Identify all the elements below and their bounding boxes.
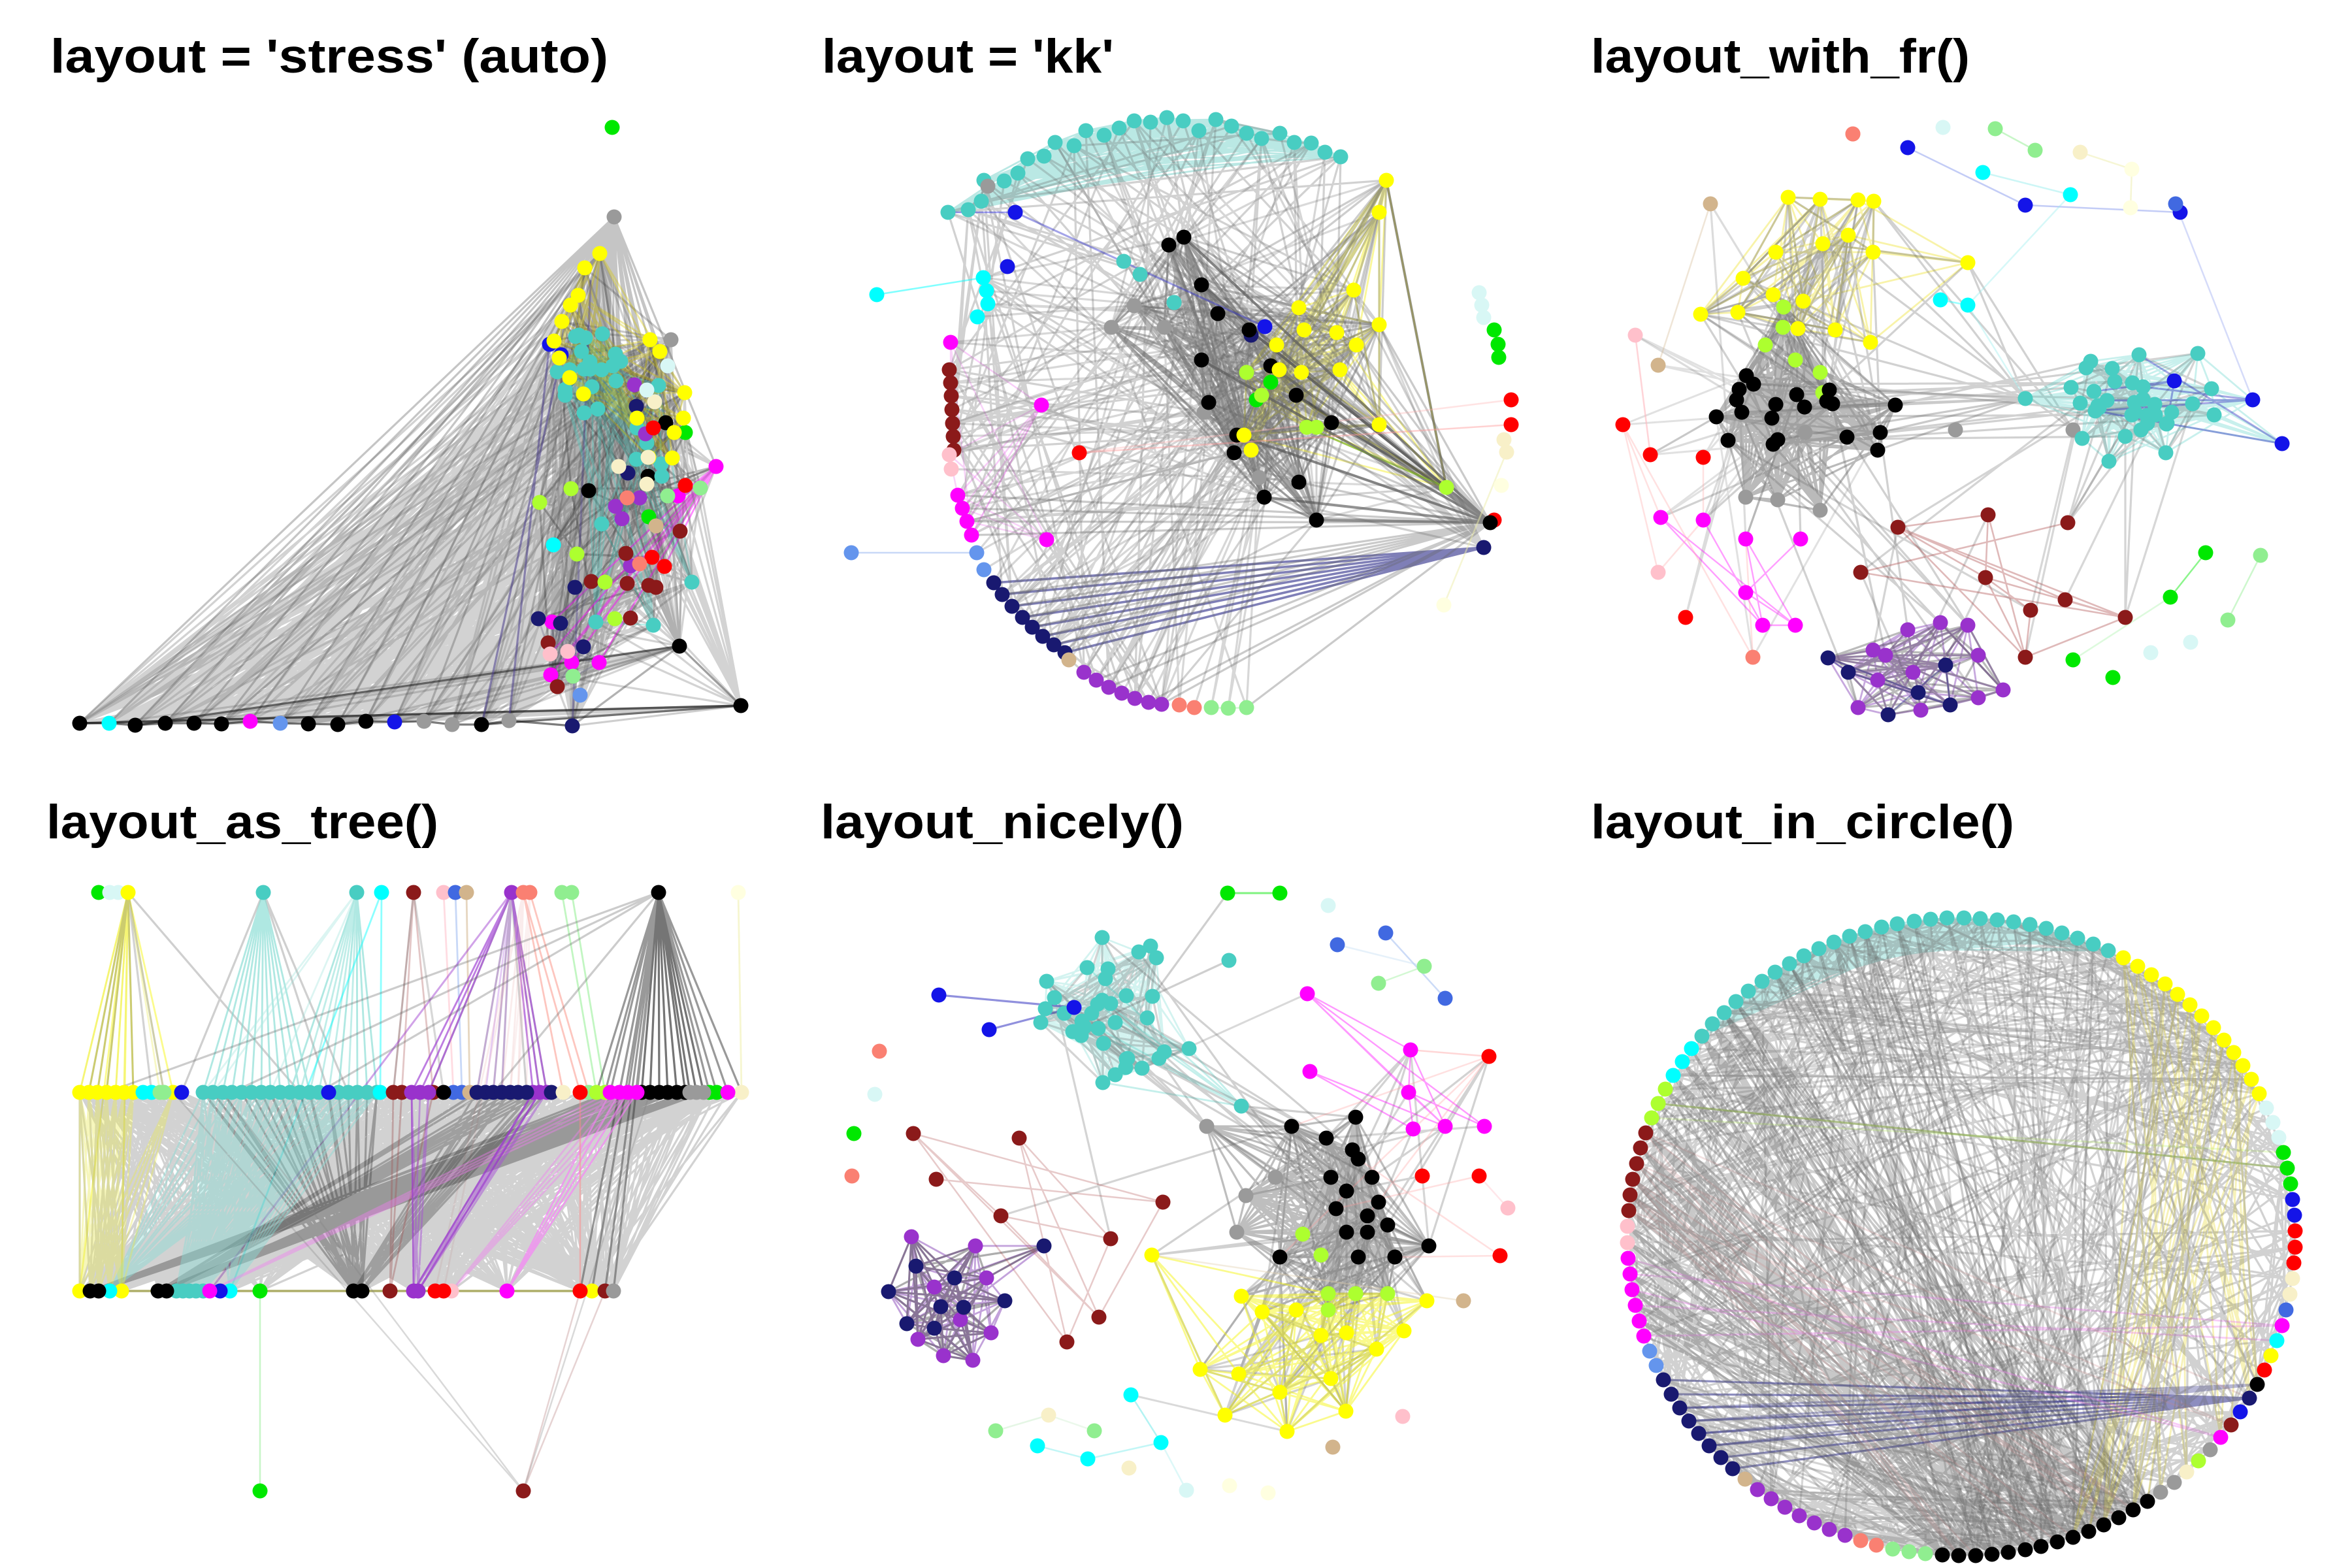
svg-text:layout_with_fr(): layout_with_fr(): [1591, 30, 1970, 83]
svg-text:layout_as_tree(): layout_as_tree(): [46, 796, 438, 849]
svg-text:layout = 'kk': layout = 'kk': [822, 30, 1114, 83]
svg-text:layout_nicely(): layout_nicely(): [821, 796, 1184, 849]
svg-text:layout_in_circle(): layout_in_circle(): [1591, 796, 2014, 849]
svg-text:layout = 'stress' (auto): layout = 'stress' (auto): [50, 30, 608, 83]
